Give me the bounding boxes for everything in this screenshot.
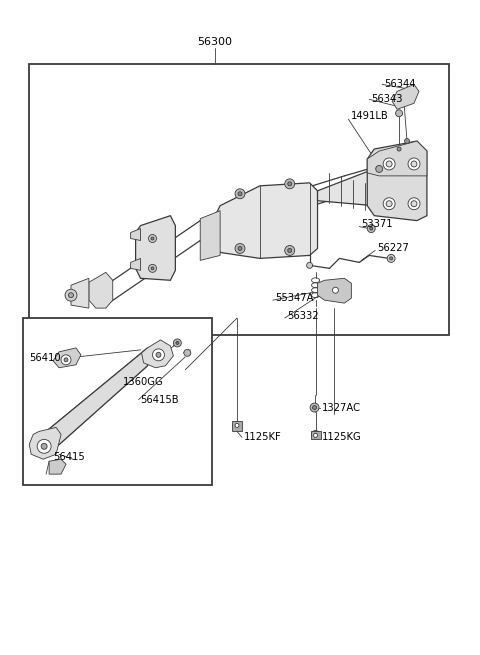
Circle shape bbox=[405, 139, 409, 143]
Circle shape bbox=[333, 288, 338, 293]
Text: 56227: 56227 bbox=[377, 244, 409, 253]
Circle shape bbox=[37, 440, 51, 453]
Circle shape bbox=[238, 246, 242, 250]
Circle shape bbox=[386, 200, 392, 207]
Polygon shape bbox=[131, 259, 141, 271]
Circle shape bbox=[397, 147, 401, 151]
Circle shape bbox=[383, 158, 395, 170]
Circle shape bbox=[153, 349, 165, 361]
Circle shape bbox=[288, 182, 292, 186]
Text: 1491LB: 1491LB bbox=[351, 111, 389, 121]
Circle shape bbox=[386, 161, 392, 167]
Bar bbox=[29, 64, 449, 335]
Circle shape bbox=[370, 227, 373, 230]
Text: 56300: 56300 bbox=[198, 37, 233, 47]
Text: 56344: 56344 bbox=[384, 79, 416, 90]
Bar bbox=[23, 318, 212, 485]
Circle shape bbox=[313, 434, 318, 438]
Text: 1360GG: 1360GG bbox=[123, 377, 163, 386]
Circle shape bbox=[235, 189, 245, 198]
Circle shape bbox=[148, 265, 156, 272]
Circle shape bbox=[285, 246, 295, 255]
Circle shape bbox=[288, 248, 292, 252]
Circle shape bbox=[151, 237, 154, 240]
Polygon shape bbox=[215, 183, 318, 259]
Circle shape bbox=[367, 225, 375, 233]
Circle shape bbox=[64, 358, 68, 362]
Circle shape bbox=[408, 158, 420, 170]
Polygon shape bbox=[131, 229, 141, 240]
Polygon shape bbox=[367, 141, 427, 176]
Polygon shape bbox=[311, 432, 321, 440]
Circle shape bbox=[41, 443, 47, 449]
Polygon shape bbox=[89, 272, 113, 308]
Polygon shape bbox=[318, 278, 351, 303]
Circle shape bbox=[173, 339, 181, 347]
Text: 56343: 56343 bbox=[371, 94, 403, 104]
Text: 56410: 56410 bbox=[29, 353, 61, 363]
Circle shape bbox=[148, 234, 156, 242]
Circle shape bbox=[151, 267, 154, 270]
Circle shape bbox=[176, 341, 179, 345]
Polygon shape bbox=[46, 348, 147, 447]
Polygon shape bbox=[53, 348, 81, 367]
Polygon shape bbox=[71, 278, 89, 308]
Circle shape bbox=[408, 198, 420, 210]
Text: 56332: 56332 bbox=[287, 311, 318, 321]
Circle shape bbox=[312, 405, 316, 409]
Circle shape bbox=[390, 257, 393, 260]
Circle shape bbox=[387, 254, 395, 263]
Text: 53371: 53371 bbox=[361, 219, 393, 229]
Polygon shape bbox=[49, 459, 66, 474]
Circle shape bbox=[69, 293, 73, 297]
Text: 55347A: 55347A bbox=[275, 293, 313, 303]
Circle shape bbox=[235, 423, 239, 428]
Text: 1125KG: 1125KG bbox=[322, 432, 361, 442]
Circle shape bbox=[184, 349, 191, 356]
Polygon shape bbox=[392, 84, 419, 109]
Polygon shape bbox=[142, 340, 173, 367]
Polygon shape bbox=[318, 169, 381, 206]
Circle shape bbox=[411, 200, 417, 207]
Circle shape bbox=[65, 290, 77, 301]
Circle shape bbox=[307, 263, 312, 269]
Circle shape bbox=[233, 421, 241, 430]
Polygon shape bbox=[29, 428, 61, 459]
Polygon shape bbox=[232, 421, 242, 432]
Text: 56415B: 56415B bbox=[141, 394, 179, 405]
Circle shape bbox=[285, 179, 295, 189]
Polygon shape bbox=[367, 141, 427, 221]
Text: 56415: 56415 bbox=[53, 452, 85, 462]
Polygon shape bbox=[136, 215, 175, 280]
Circle shape bbox=[310, 403, 319, 412]
Circle shape bbox=[383, 198, 395, 210]
Text: 1125KF: 1125KF bbox=[244, 432, 282, 442]
Circle shape bbox=[396, 110, 403, 117]
Circle shape bbox=[312, 430, 320, 438]
Circle shape bbox=[238, 192, 242, 196]
Text: 1327AC: 1327AC bbox=[322, 403, 360, 413]
Polygon shape bbox=[200, 211, 220, 261]
Circle shape bbox=[411, 161, 417, 167]
Circle shape bbox=[235, 244, 245, 253]
Circle shape bbox=[376, 166, 383, 172]
Circle shape bbox=[156, 352, 161, 358]
Circle shape bbox=[61, 355, 71, 365]
